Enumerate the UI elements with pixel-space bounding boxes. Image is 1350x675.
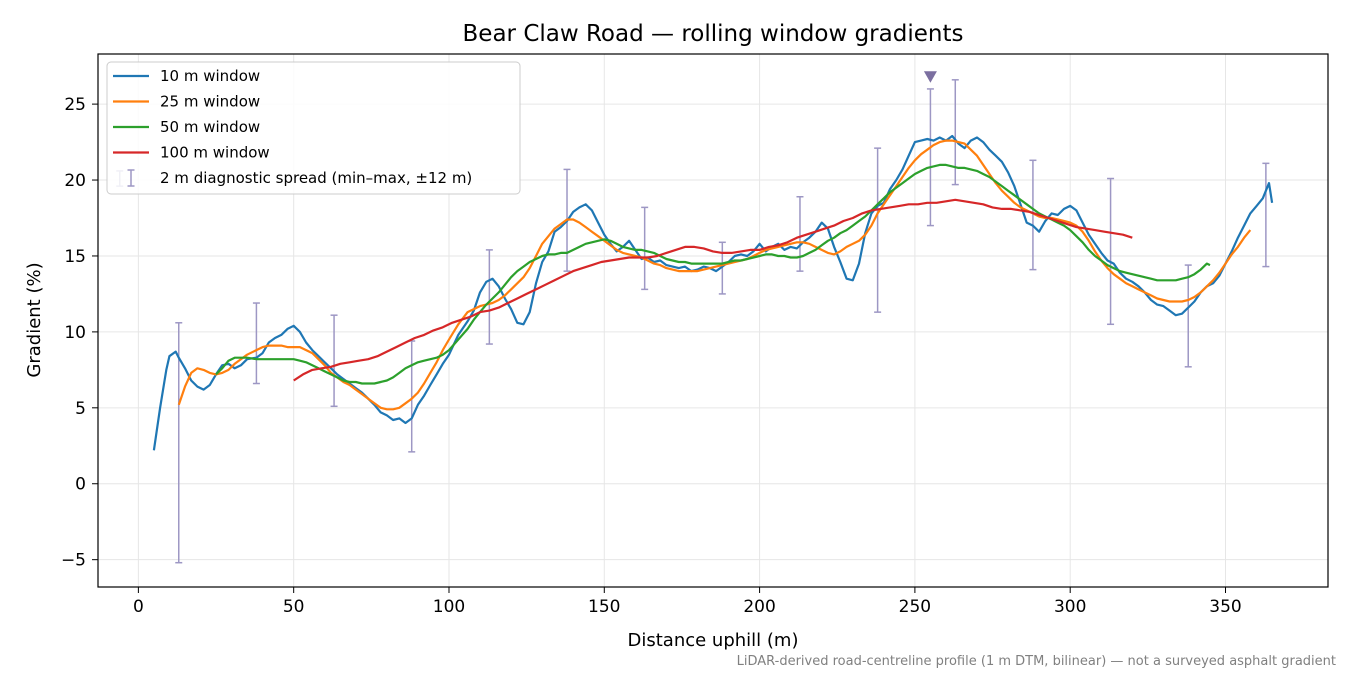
series-line xyxy=(293,198,1133,382)
x-tick-label: 0 xyxy=(133,597,144,617)
error-bar xyxy=(330,314,338,408)
error-bar xyxy=(1184,264,1192,368)
y-tick-label: 20 xyxy=(64,171,86,191)
error-bar xyxy=(1107,177,1115,326)
legend-swatch xyxy=(127,169,135,187)
chart-title: Bear Claw Road — rolling window gradient… xyxy=(463,21,964,47)
error-bar xyxy=(796,195,804,272)
x-tick-label: 100 xyxy=(433,597,465,617)
error-bars xyxy=(116,79,1270,564)
legend-entry: 10 m window xyxy=(113,67,260,85)
x-tick-label: 50 xyxy=(283,597,305,617)
series-line xyxy=(177,139,1252,411)
legend-label: 2 m diagnostic spread (min–max, ±12 m) xyxy=(160,169,472,187)
legend-label: 25 m window xyxy=(160,93,260,111)
plot-frame xyxy=(97,53,1329,588)
x-tick-label: 200 xyxy=(743,597,775,617)
x-tick-label: 350 xyxy=(1209,597,1241,617)
legend-entry: 25 m window xyxy=(113,93,260,111)
peak-marker xyxy=(923,71,937,83)
series-lines xyxy=(152,134,1274,451)
y-tick-label: 0 xyxy=(75,475,86,495)
x-tick-label: 150 xyxy=(588,597,620,617)
series-line xyxy=(152,134,1274,451)
y-tick-label: 5 xyxy=(75,399,86,419)
x-tick-label: 250 xyxy=(899,597,931,617)
y-axis-label: Gradient (%) xyxy=(24,262,45,377)
y-axis-ticks: −5 0 5 10 15 20 25 xyxy=(61,95,98,571)
error-bar xyxy=(874,147,882,313)
x-tick-label: 300 xyxy=(1054,597,1086,617)
legend-entry: 2 m diagnostic spread (min–max, ±12 m) xyxy=(127,169,472,187)
error-bar xyxy=(1029,159,1037,271)
y-tick-label: 25 xyxy=(64,95,86,115)
x-axis-label: Distance uphill (m) xyxy=(628,630,799,651)
error-bar xyxy=(641,206,649,291)
x-axis-ticks: 0 50 100 150 200 250 300 350 xyxy=(133,587,1242,617)
error-bar xyxy=(1262,162,1270,268)
y-tick-label: 10 xyxy=(64,323,86,343)
legend-label: 100 m window xyxy=(160,144,270,162)
legend-entry: 100 m window xyxy=(113,144,270,162)
legend: 10 m window 25 m window 50 m window 100 m w… xyxy=(106,61,521,195)
error-bar xyxy=(485,249,493,345)
legend-box xyxy=(106,61,521,195)
peak-marker-triangle xyxy=(923,71,937,83)
legend-label: 50 m window xyxy=(160,118,260,136)
y-tick-label: −5 xyxy=(61,551,86,571)
y-tick-label: 15 xyxy=(64,247,86,267)
error-bar xyxy=(252,302,260,385)
footnote: LiDAR-derived road-centreline profile (1… xyxy=(737,654,1336,669)
error-bar xyxy=(718,241,726,295)
legend-label: 10 m window xyxy=(160,67,260,85)
error-bar xyxy=(175,322,183,564)
legend-entry: 50 m window xyxy=(113,118,260,136)
